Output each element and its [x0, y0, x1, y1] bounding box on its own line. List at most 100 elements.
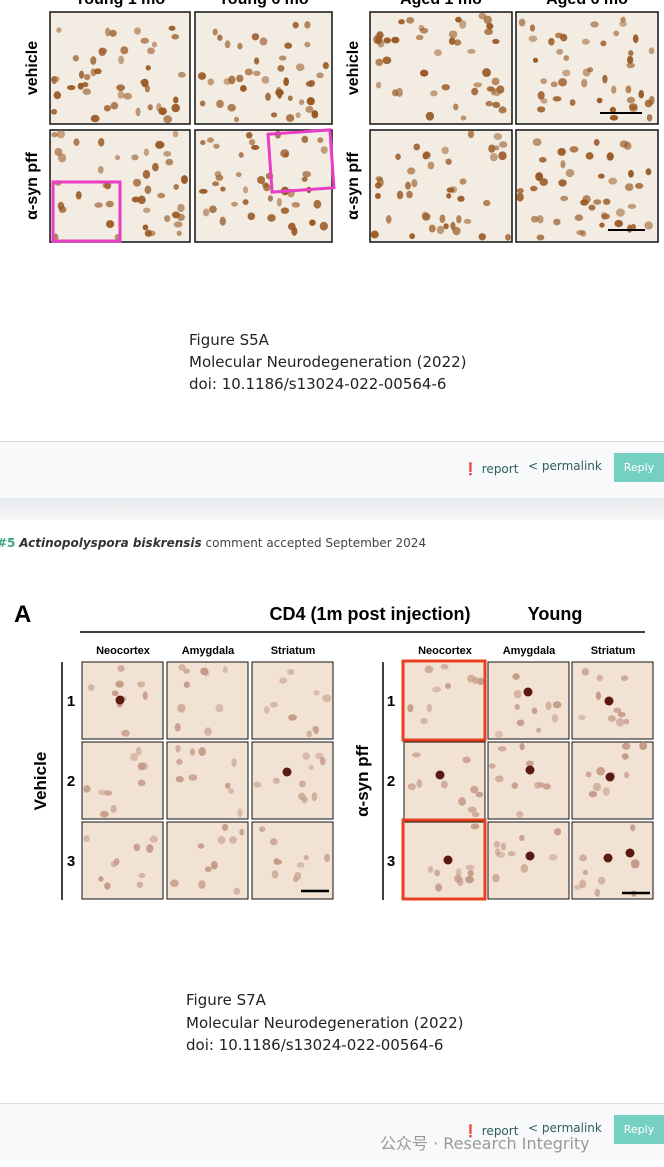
cell: [217, 34, 223, 41]
cell: [163, 115, 173, 124]
cell: [639, 741, 648, 751]
cell: [467, 674, 475, 683]
cell: [236, 74, 244, 83]
cell: [283, 152, 289, 158]
cell: [164, 215, 171, 223]
cell: [624, 183, 634, 192]
cell: [396, 190, 404, 200]
micrograph: [81, 821, 164, 900]
permalink-link[interactable]: < permalink: [528, 1121, 602, 1135]
cell: [569, 99, 576, 106]
cell: [537, 215, 544, 224]
cell: [536, 727, 542, 733]
cell: [588, 790, 598, 798]
cell: [219, 216, 226, 226]
cell: [137, 762, 146, 771]
report-link[interactable]: ❗ report: [463, 1124, 519, 1138]
cell: [490, 88, 496, 96]
cell: [168, 25, 176, 31]
cell: [459, 20, 467, 29]
cell: [301, 135, 309, 144]
cell: [151, 41, 157, 48]
cell: [498, 151, 507, 161]
cell: [599, 222, 605, 228]
cell: [304, 41, 311, 48]
cell: [422, 212, 431, 221]
report-text: report: [481, 1124, 519, 1138]
cell: [537, 106, 546, 113]
cell: [97, 166, 104, 174]
cell: [625, 85, 632, 94]
cell: [142, 224, 149, 231]
cell: [467, 48, 476, 54]
comment-status: comment accepted September 2024: [205, 536, 427, 550]
cell: [129, 752, 139, 762]
cell: [590, 21, 599, 28]
cell: [243, 186, 249, 194]
cell: [214, 171, 222, 178]
cell: [109, 29, 117, 37]
cell: [311, 110, 319, 119]
micrograph: [403, 661, 486, 740]
column-header: Aged 6 mo: [546, 0, 628, 8]
cell: [496, 85, 505, 94]
cell: [569, 146, 579, 153]
cell: [203, 670, 210, 677]
cell: [548, 854, 558, 861]
cell: [198, 880, 206, 889]
cell: [253, 781, 262, 788]
cell: [136, 881, 144, 888]
cell: [628, 50, 634, 57]
cell: [467, 130, 475, 139]
cell: [57, 153, 67, 163]
cell: [198, 188, 208, 194]
cell: [301, 796, 308, 804]
cell: [295, 63, 305, 72]
cell: [90, 56, 97, 65]
report-link[interactable]: ❗ report: [463, 462, 519, 476]
caption-line: Figure S5A: [189, 331, 269, 349]
reply-button[interactable]: Reply: [614, 1115, 664, 1144]
cell: [439, 214, 446, 223]
stained-cell: [525, 851, 535, 861]
cell: [463, 218, 472, 224]
cell: [483, 199, 491, 207]
column-header: Young 6 mo: [218, 0, 309, 8]
cell: [116, 84, 126, 91]
cell: [607, 715, 616, 722]
cell: [632, 34, 639, 44]
cell: [180, 175, 188, 184]
watermark: 公众号 · Research Integrity: [380, 1134, 590, 1153]
cell: [295, 112, 301, 119]
comment-author[interactable]: Actinopolyspora biskrensis: [19, 536, 202, 550]
cell: [560, 160, 566, 169]
cell: [574, 214, 584, 222]
cell: [446, 187, 455, 193]
cell: [172, 130, 179, 138]
cell: [213, 143, 220, 149]
highlight-box: [401, 659, 487, 742]
reply-button[interactable]: Reply: [614, 453, 664, 482]
cell: [542, 783, 551, 790]
cell: [406, 16, 415, 24]
cell: [562, 69, 571, 77]
row-number: 3: [387, 853, 395, 870]
cell: [465, 875, 474, 884]
cell: [638, 90, 645, 99]
cell: [514, 704, 520, 710]
cell: [602, 74, 608, 84]
cell: [83, 73, 91, 81]
cell: [407, 167, 416, 175]
cell: [478, 233, 486, 241]
cell: [593, 199, 602, 205]
cell: [462, 756, 471, 764]
region-label: Amygdala: [503, 645, 556, 657]
cell: [83, 785, 91, 793]
cell: [183, 681, 190, 689]
cell: [206, 137, 215, 143]
cell: [635, 182, 644, 189]
permalink-link[interactable]: < permalink: [528, 459, 602, 473]
cell: [134, 27, 141, 35]
cell: [491, 77, 500, 86]
cell: [446, 193, 452, 199]
